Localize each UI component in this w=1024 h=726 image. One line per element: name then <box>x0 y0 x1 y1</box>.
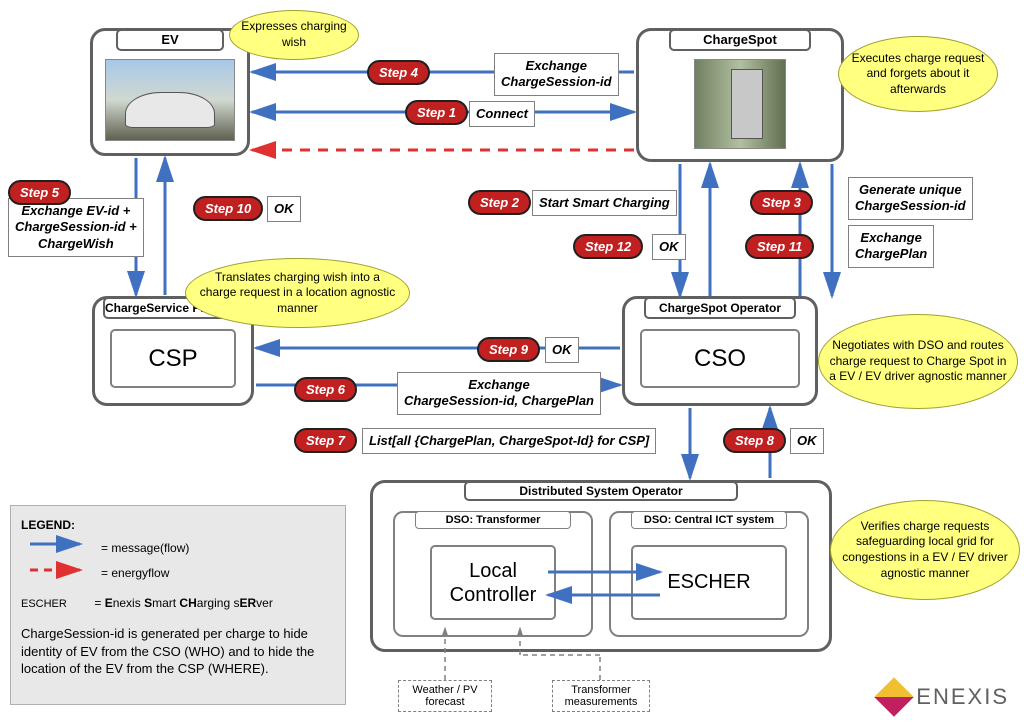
input-weather: Weather / PV forecast <box>398 680 492 712</box>
step5-pill: Step 5 <box>8 180 71 205</box>
step5-label: Exchange EV-id + ChargeSession-id + Char… <box>8 198 144 257</box>
step4-label: Exchange ChargeSession-id <box>494 53 619 96</box>
step2-pill: Step 2 <box>468 190 531 215</box>
step10-label: OK <box>267 196 301 222</box>
step3-label: Generate unique ChargeSession-id <box>848 177 973 220</box>
step1-label: Connect <box>469 101 535 127</box>
step2-label: Start Smart Charging <box>532 190 677 216</box>
step7-label: List[all {ChargePlan, ChargeSpot-Id} for… <box>362 428 656 454</box>
step9-label: OK <box>545 337 579 363</box>
step1-pill: Step 1 <box>405 100 468 125</box>
step8-label: OK <box>790 428 824 454</box>
step11-label: Exchange ChargePlan <box>848 225 934 268</box>
step6-label: Exchange ChargeSession-id, ChargePlan <box>397 372 601 415</box>
step10-pill: Step 10 <box>193 196 263 221</box>
input-transformer: Transformer measurements <box>552 680 650 712</box>
step7-pill: Step 7 <box>294 428 357 453</box>
step12-label: OK <box>652 234 686 260</box>
step11-pill: Step 11 <box>745 234 814 259</box>
step8-pill: Step 8 <box>723 428 786 453</box>
step6-pill: Step 6 <box>294 377 357 402</box>
step12-pill: Step 12 <box>573 234 643 259</box>
step4-pill: Step 4 <box>367 60 430 85</box>
step3-pill: Step 3 <box>750 190 813 215</box>
step9-pill: Step 9 <box>477 337 540 362</box>
